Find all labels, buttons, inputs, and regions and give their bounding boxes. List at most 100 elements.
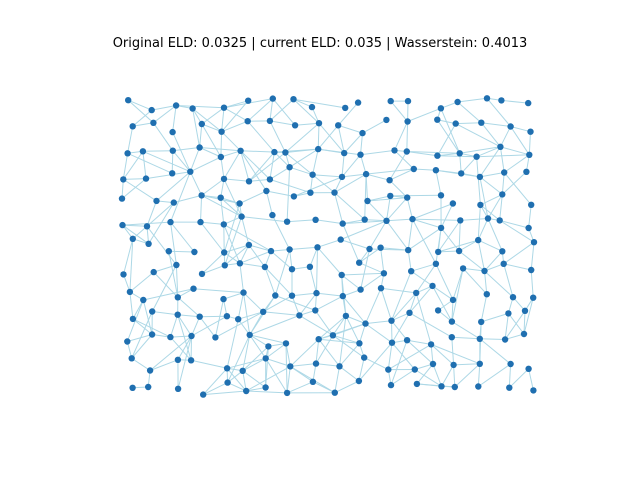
graph-node [528, 266, 535, 274]
graph-edge [454, 363, 481, 388]
graph-node [272, 292, 279, 299]
graph-edge [360, 154, 367, 175]
graph-edge [409, 285, 433, 314]
graph-edge [479, 172, 505, 178]
graph-edge [416, 363, 434, 385]
graph-edge [391, 312, 410, 322]
graph-node [509, 294, 517, 301]
graph-edge [455, 123, 501, 148]
graph-edge [452, 268, 464, 301]
graph-edge [410, 270, 433, 287]
figure-title: Original ELD: 0.0325 | current ELD: 0.03… [112, 36, 528, 51]
graph-edge [248, 178, 270, 182]
graph-node [410, 165, 417, 173]
graph-edge [412, 218, 442, 229]
graph-edge [389, 179, 408, 198]
graph-edge [315, 219, 343, 225]
graph-edge [274, 151, 290, 168]
graph-node [409, 215, 416, 223]
graph-edge [503, 263, 514, 298]
graph-edge [411, 263, 437, 272]
graph-edge [499, 126, 512, 148]
graph-node [189, 105, 196, 112]
graph-edge [457, 97, 488, 103]
graph-node [314, 244, 321, 251]
graph-edge [440, 108, 461, 154]
graph-edge [293, 98, 313, 108]
graph-edge [148, 202, 175, 245]
graph-node [473, 153, 480, 160]
graph-edge [341, 154, 361, 178]
graph-edge [523, 297, 534, 335]
graph-edge [199, 315, 227, 318]
graph-edge [121, 179, 124, 199]
graph-node [129, 235, 136, 242]
graph-node [149, 308, 156, 315]
graph-edge [170, 222, 177, 266]
graph-edge [358, 247, 381, 264]
graph-edge [242, 346, 269, 372]
graph-edge [364, 174, 367, 220]
graph-edge [365, 320, 392, 325]
graph-edge [143, 288, 194, 301]
graph-edge [367, 200, 387, 222]
graph-node [125, 97, 132, 104]
graph-edge [295, 122, 320, 126]
graph-node [196, 144, 203, 151]
graph-node [342, 312, 350, 320]
graph-node [391, 147, 398, 154]
graph-edge [407, 219, 413, 251]
graph-node [169, 128, 176, 136]
graph-edge [341, 274, 361, 290]
graph-edge [334, 173, 367, 194]
graph-edge [191, 315, 228, 337]
graph-node [449, 296, 457, 304]
graph-node [406, 309, 413, 316]
graph-edge [462, 268, 488, 295]
graph-node [454, 98, 461, 106]
graph-edge [177, 314, 192, 361]
graph-edge [131, 357, 151, 371]
graph-node [198, 270, 206, 278]
graph-edge [476, 156, 481, 205]
graph-edge [220, 197, 240, 204]
graph-node [387, 192, 394, 200]
graph-edge [224, 244, 250, 253]
graph-edge [239, 263, 244, 293]
graph-node [224, 379, 231, 386]
graph-node [404, 118, 411, 125]
graph-node [356, 259, 363, 266]
graph-node [148, 331, 156, 338]
graph-node [523, 168, 530, 175]
graph-edge [430, 344, 434, 365]
graph-edge [299, 292, 317, 316]
graph-edge [309, 266, 317, 294]
graph-node [354, 99, 362, 106]
graph-edge [479, 176, 489, 219]
graph-node [266, 117, 274, 125]
graph-edge [476, 154, 530, 158]
graph-node [336, 363, 343, 370]
graph-edge [316, 292, 343, 297]
graph-node [507, 360, 514, 368]
graph-edge [242, 334, 251, 371]
graph-edge [129, 271, 155, 293]
graph-edge [200, 221, 224, 225]
graph-edge [458, 220, 461, 252]
graph-edge [479, 338, 506, 340]
graph-edge [293, 98, 320, 124]
graph-edge [477, 239, 503, 252]
graph-node [148, 106, 155, 114]
graph-edge [413, 168, 436, 171]
graph-edge [275, 295, 316, 311]
graph-node [309, 378, 317, 385]
graph-edge [458, 250, 485, 272]
nodes-layer [118, 95, 538, 398]
graph-edge [510, 126, 530, 156]
graph-node [387, 381, 395, 389]
graph-node [217, 194, 224, 201]
graph-edge [363, 357, 389, 371]
graph-edge [172, 150, 191, 173]
graph-edge [142, 151, 147, 179]
